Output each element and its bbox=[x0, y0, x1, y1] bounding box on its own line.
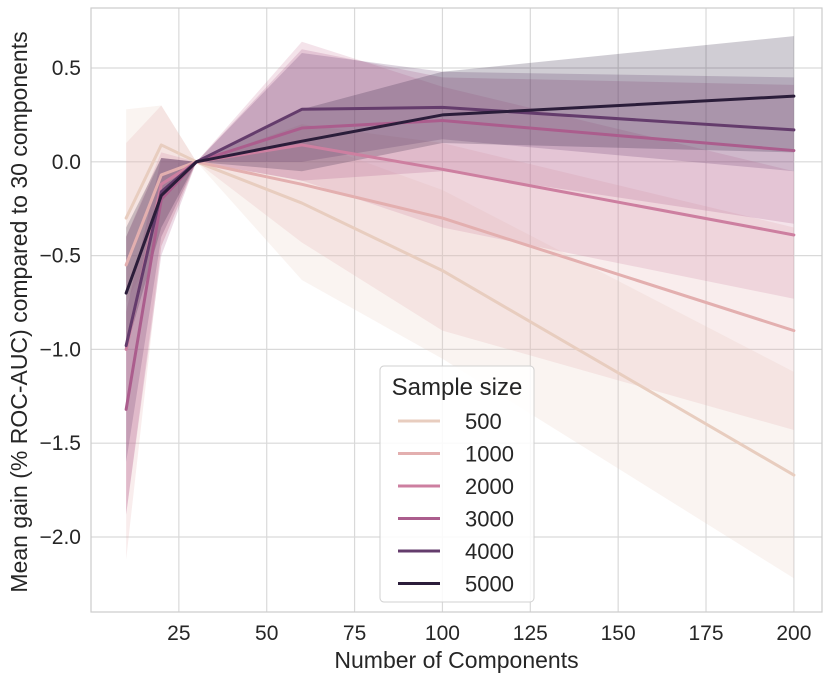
series-line-5000 bbox=[124, 94, 796, 295]
series-line-500 bbox=[124, 143, 796, 477]
plot-frame bbox=[90, 7, 823, 613]
legend: Sample size 500 1000 2000 3000 4000 5000 bbox=[379, 365, 535, 603]
legend-item-1000: 1000 bbox=[398, 442, 514, 467]
confidence-band-500 bbox=[126, 105, 794, 579]
y-tick-label: −2.0 bbox=[40, 526, 81, 549]
legend-item-500: 500 bbox=[398, 409, 502, 434]
legend-label: 1000 bbox=[465, 442, 514, 467]
confidence-band-1000 bbox=[126, 105, 794, 560]
x-tick-label: 50 bbox=[255, 622, 278, 645]
legend-label: 500 bbox=[465, 409, 502, 434]
x-axis-label: Number of Components bbox=[334, 647, 578, 673]
y-tick-labels: 0.5 0.0 −0.5 −1.0 −1.5 −2.0 bbox=[40, 57, 81, 549]
legend-item-2000: 2000 bbox=[398, 474, 514, 499]
confidence-band-3000 bbox=[126, 49, 794, 515]
x-tick-labels: 25 50 75 100 125 150 175 200 bbox=[167, 622, 811, 645]
confidence-band-4000 bbox=[126, 53, 794, 462]
legend-label: 5000 bbox=[465, 572, 514, 597]
y-tick-label: 0.0 bbox=[52, 151, 81, 174]
y-tick-label: −1.5 bbox=[40, 432, 81, 455]
legend-label: 3000 bbox=[465, 507, 514, 532]
x-tick-label: 200 bbox=[776, 622, 811, 645]
series-lines bbox=[124, 94, 796, 477]
legend-box bbox=[379, 365, 535, 603]
y-tick-label: 0.5 bbox=[52, 57, 81, 80]
x-tick-label: 75 bbox=[343, 622, 366, 645]
x-tick-label: 100 bbox=[425, 622, 460, 645]
series-line-1000 bbox=[124, 160, 796, 333]
confidence-band-2000 bbox=[126, 41, 794, 515]
legend-title: Sample size bbox=[392, 374, 523, 401]
x-tick-label: 125 bbox=[513, 622, 548, 645]
y-tick-label: −1.0 bbox=[40, 338, 81, 361]
y-axis-label: Mean gain (% ROC-AUC) compared to 30 com… bbox=[6, 31, 32, 592]
legend-item-3000: 3000 bbox=[398, 507, 514, 532]
y-tick-label: −0.5 bbox=[40, 245, 81, 268]
series-line-3000 bbox=[124, 119, 796, 411]
x-tick-label: 150 bbox=[601, 622, 636, 645]
legend-item-5000: 5000 bbox=[398, 572, 514, 597]
x-tick-label: 175 bbox=[689, 622, 724, 645]
x-tick-label: 25 bbox=[167, 622, 190, 645]
legend-item-4000: 4000 bbox=[398, 539, 514, 564]
legend-items: 500 1000 2000 3000 4000 5000 bbox=[398, 409, 514, 597]
legend-label: 4000 bbox=[465, 539, 514, 564]
legend-label: 2000 bbox=[465, 474, 514, 499]
